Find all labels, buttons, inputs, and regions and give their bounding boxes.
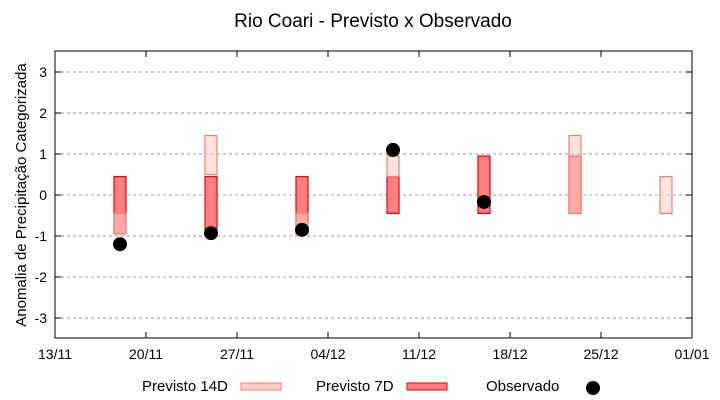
- legend-swatch-7d: [406, 382, 448, 391]
- x-tick-label: 25/12: [583, 346, 618, 362]
- bar-previsto-14d: [386, 155, 400, 178]
- y-tick-label: 0: [39, 187, 47, 203]
- point-observado: [386, 142, 400, 157]
- y-tick-label: 1: [39, 146, 47, 162]
- legend: Previsto 14D Previsto 7D Observado: [142, 378, 600, 395]
- y-tick-label: 2: [39, 105, 47, 121]
- point-observado: [204, 226, 218, 241]
- bar-previsto-7d: [204, 175, 218, 235]
- y-tick-label: -3: [35, 310, 48, 326]
- x-tick-label: 18/12: [492, 346, 527, 362]
- legend-label-14d: Previsto 14D: [142, 378, 228, 395]
- x-tick-label: 04/12: [310, 346, 345, 362]
- bar-previsto-7d: [386, 175, 400, 215]
- point-observado: [113, 237, 127, 252]
- bar-previsto-14d: [659, 175, 673, 215]
- y-tick-label: -2: [35, 269, 48, 285]
- bar-previsto-14d: [204, 134, 218, 176]
- legend-label-obs: Observado: [486, 378, 559, 395]
- legend-label-7d: Previsto 7D: [316, 378, 394, 395]
- bar-previsto-14d: [113, 212, 127, 235]
- y-axis-label: Anomalia de Precipitação Categorizada: [13, 63, 30, 327]
- x-tick-label: 13/11: [38, 346, 72, 362]
- bar-previsto-14d: [568, 134, 582, 215]
- x-tick-label: 11/12: [402, 346, 436, 362]
- legend-marker-obs: [586, 381, 600, 395]
- y-tick-label: 3: [39, 64, 47, 80]
- legend-swatch-14d: [240, 382, 282, 391]
- x-tick-label: 20/11: [129, 346, 163, 362]
- x-tick-label: 27/11: [220, 346, 254, 362]
- y-tick-label: -1: [35, 228, 48, 244]
- x-tick-label: 01/01: [674, 346, 709, 362]
- point-observado: [477, 194, 491, 209]
- chart-title: Rio Coari - Previsto x Observado: [234, 11, 512, 32]
- point-observado: [295, 222, 309, 237]
